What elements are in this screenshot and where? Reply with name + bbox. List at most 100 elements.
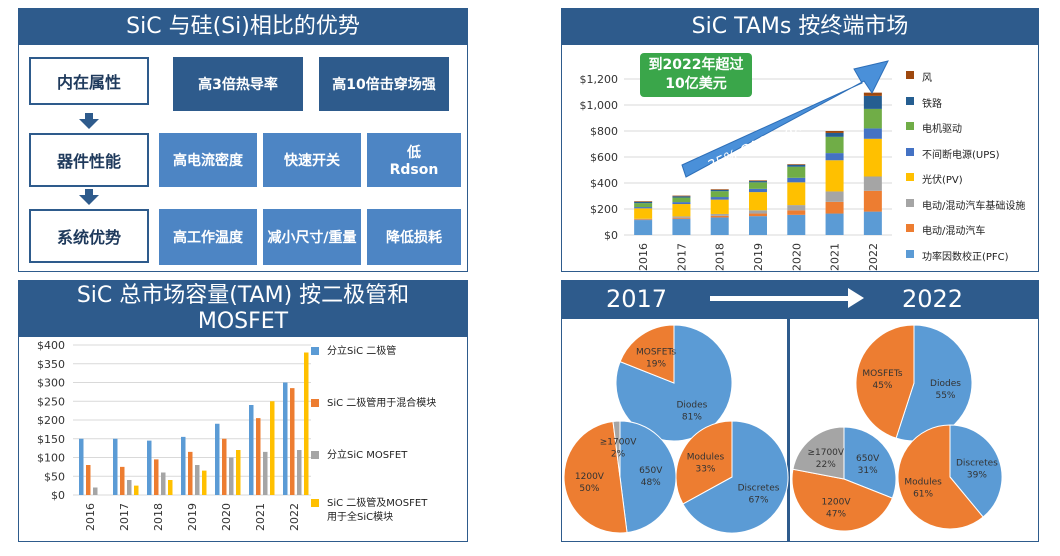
pie-slice-label: 650V (639, 466, 663, 476)
pie-slice-value: 39% (967, 470, 987, 480)
dm-bar (147, 440, 152, 495)
dm-bar (93, 487, 98, 495)
tam-title: SiC TAMs 按终端市场 (562, 9, 1038, 45)
tam-y-tick: $800 (590, 125, 618, 138)
year-2017-label: 2017 (606, 285, 668, 313)
pie-slice-value: 45% (872, 381, 892, 391)
pie-slice-label: Modules (687, 452, 725, 462)
tam-legend-item: 铁路 (906, 95, 942, 110)
row-label-system: 系统优势 (29, 209, 149, 263)
tam-legend-label: 电动/混动汽车 (922, 226, 986, 237)
pie-slice (792, 426, 845, 480)
tam-legend-label: 功率因数校正(PFC) (922, 251, 1009, 263)
tam-bar-segment (710, 189, 729, 190)
tam-bar-segment (634, 218, 653, 220)
pie-slice (675, 420, 733, 505)
pie-slice-label: MOSFETs (636, 348, 676, 358)
dm-y-tick: $150 (37, 433, 65, 446)
tam-legend-label: 不间断电源(UPS) (922, 149, 1000, 161)
dm-x-tick: 2018 (152, 503, 165, 531)
tam-bar-segment (787, 166, 806, 178)
tam-bar-segment (825, 160, 844, 192)
advantages-panel: SiC 与硅(Si)相比的优势 内在属性 高3倍热导率 高10倍击穿场强 器件性… (18, 8, 468, 272)
pie-slice-value: 48% (641, 478, 661, 488)
dm-x-tick: 2020 (220, 503, 233, 531)
pies-divider (787, 319, 790, 541)
tam-x-tick: 2020 (790, 243, 803, 271)
adv-item-low-loss: 降低损耗 (367, 209, 461, 265)
dm-legend-item: SiC 二极管及MOSFET 用于全SiC模块 (311, 497, 427, 525)
tam-legend-swatch (906, 173, 914, 181)
dm-x-tick: 2016 (84, 503, 97, 531)
dm-bar (283, 382, 288, 495)
tam-bar-segment (672, 204, 691, 217)
tam-bar-segment (672, 218, 691, 235)
tam-callout: 到2022年超过 10亿美元 (640, 53, 752, 97)
pie-slice (682, 420, 789, 534)
tam-bar-segment (825, 131, 844, 133)
dm-x-tick: 2022 (288, 503, 301, 531)
dm-legend-label: SiC 二极管用于混合模块 (327, 398, 437, 409)
dm-legend-swatch (311, 451, 319, 459)
tam-bar-segment (787, 177, 806, 183)
tam-legend-item: 光伏(PV) (906, 171, 963, 186)
tam-bar-segment (863, 95, 882, 109)
pie-slice-label: Modules (904, 478, 942, 488)
dm-legend-label: 分立SiC 二极管 (327, 346, 397, 357)
pie-chart: Diodes 55% MOSFETs 45% (855, 324, 973, 442)
tam-bar-segment (825, 136, 844, 154)
dm-bar (249, 405, 254, 495)
tam-bar-segment (825, 201, 844, 214)
tam-bar-segment (710, 217, 729, 235)
tam-legend-item: 功率因数校正(PFC) (906, 248, 1009, 263)
dm-bar (181, 436, 186, 495)
dm-bar (297, 450, 302, 495)
dm-bar (161, 472, 166, 495)
tam-bar-segment (787, 164, 806, 165)
dm-legend-label: 分立SiC MOSFET (327, 450, 408, 461)
tam-bar-segment (710, 189, 729, 192)
row-label-device: 器件性能 (29, 133, 149, 187)
tam-x-tick: 2021 (829, 243, 842, 271)
flow-arrow-1-head (79, 119, 99, 129)
tam-bar-segment (634, 201, 653, 204)
tam-legend-swatch (906, 147, 914, 156)
pie-slice (843, 426, 897, 499)
diode-mosfet-bar-chart: $0 $50 $100 $150 $200 $250 $300 $350 $400 2016 201… (37, 339, 311, 531)
dm-bar (120, 466, 125, 495)
pie-slice-value: 61% (913, 490, 933, 500)
dm-bar (270, 401, 275, 495)
tam-bar-segment (863, 92, 882, 96)
dm-legend-label: SiC 二极管及MOSFET 用于全SiC模块 (327, 498, 428, 523)
tam-bar-segment (672, 217, 691, 219)
pie-slice-label: 1200V (821, 497, 851, 507)
dm-bar (127, 480, 132, 495)
tam-bar-segment (634, 203, 653, 208)
dm-bar (134, 485, 139, 495)
tam-bar-segment (634, 201, 653, 202)
dm-legend-item: SiC 二极管用于混合模块 (311, 397, 436, 411)
pies-panel: 2017 2022 Diodes 81% MOSFETs 19% Diodes 55% MO… (561, 280, 1039, 542)
dm-legend-item: 分立SiC 二极管 (311, 345, 396, 359)
tam-legend-label: 铁路 (922, 98, 942, 110)
pie-chart: Discretes 67% Modules 33% (675, 420, 789, 534)
tam-bar-segment (825, 132, 844, 137)
tam-legend-swatch (906, 96, 914, 105)
row-label-intrinsic: 内在属性 (29, 57, 149, 105)
pie-chart: Diodes 81% MOSFETs 19% (615, 324, 733, 442)
pie-slice-value: 47% (826, 509, 846, 519)
pie-slice-label: ≥1700V (600, 437, 637, 447)
dm-legend-swatch (311, 499, 319, 507)
tam-bar-segment (710, 191, 729, 198)
pie-slice-label: Discretes (738, 484, 780, 494)
dm-y-tick: $50 (44, 470, 65, 483)
tam-bar-segment (672, 197, 691, 203)
flow-arrow-2 (85, 189, 93, 195)
dm-bar (202, 470, 207, 495)
dm-y-tick: $400 (37, 339, 65, 352)
tam-bar-segment (863, 190, 882, 212)
pie-slice-label: MOSFETs (862, 369, 902, 379)
pie-slice-value: 81% (682, 412, 702, 422)
pie-slice-label: ≥1700V (807, 448, 844, 458)
tam-bar-segment (672, 202, 691, 205)
